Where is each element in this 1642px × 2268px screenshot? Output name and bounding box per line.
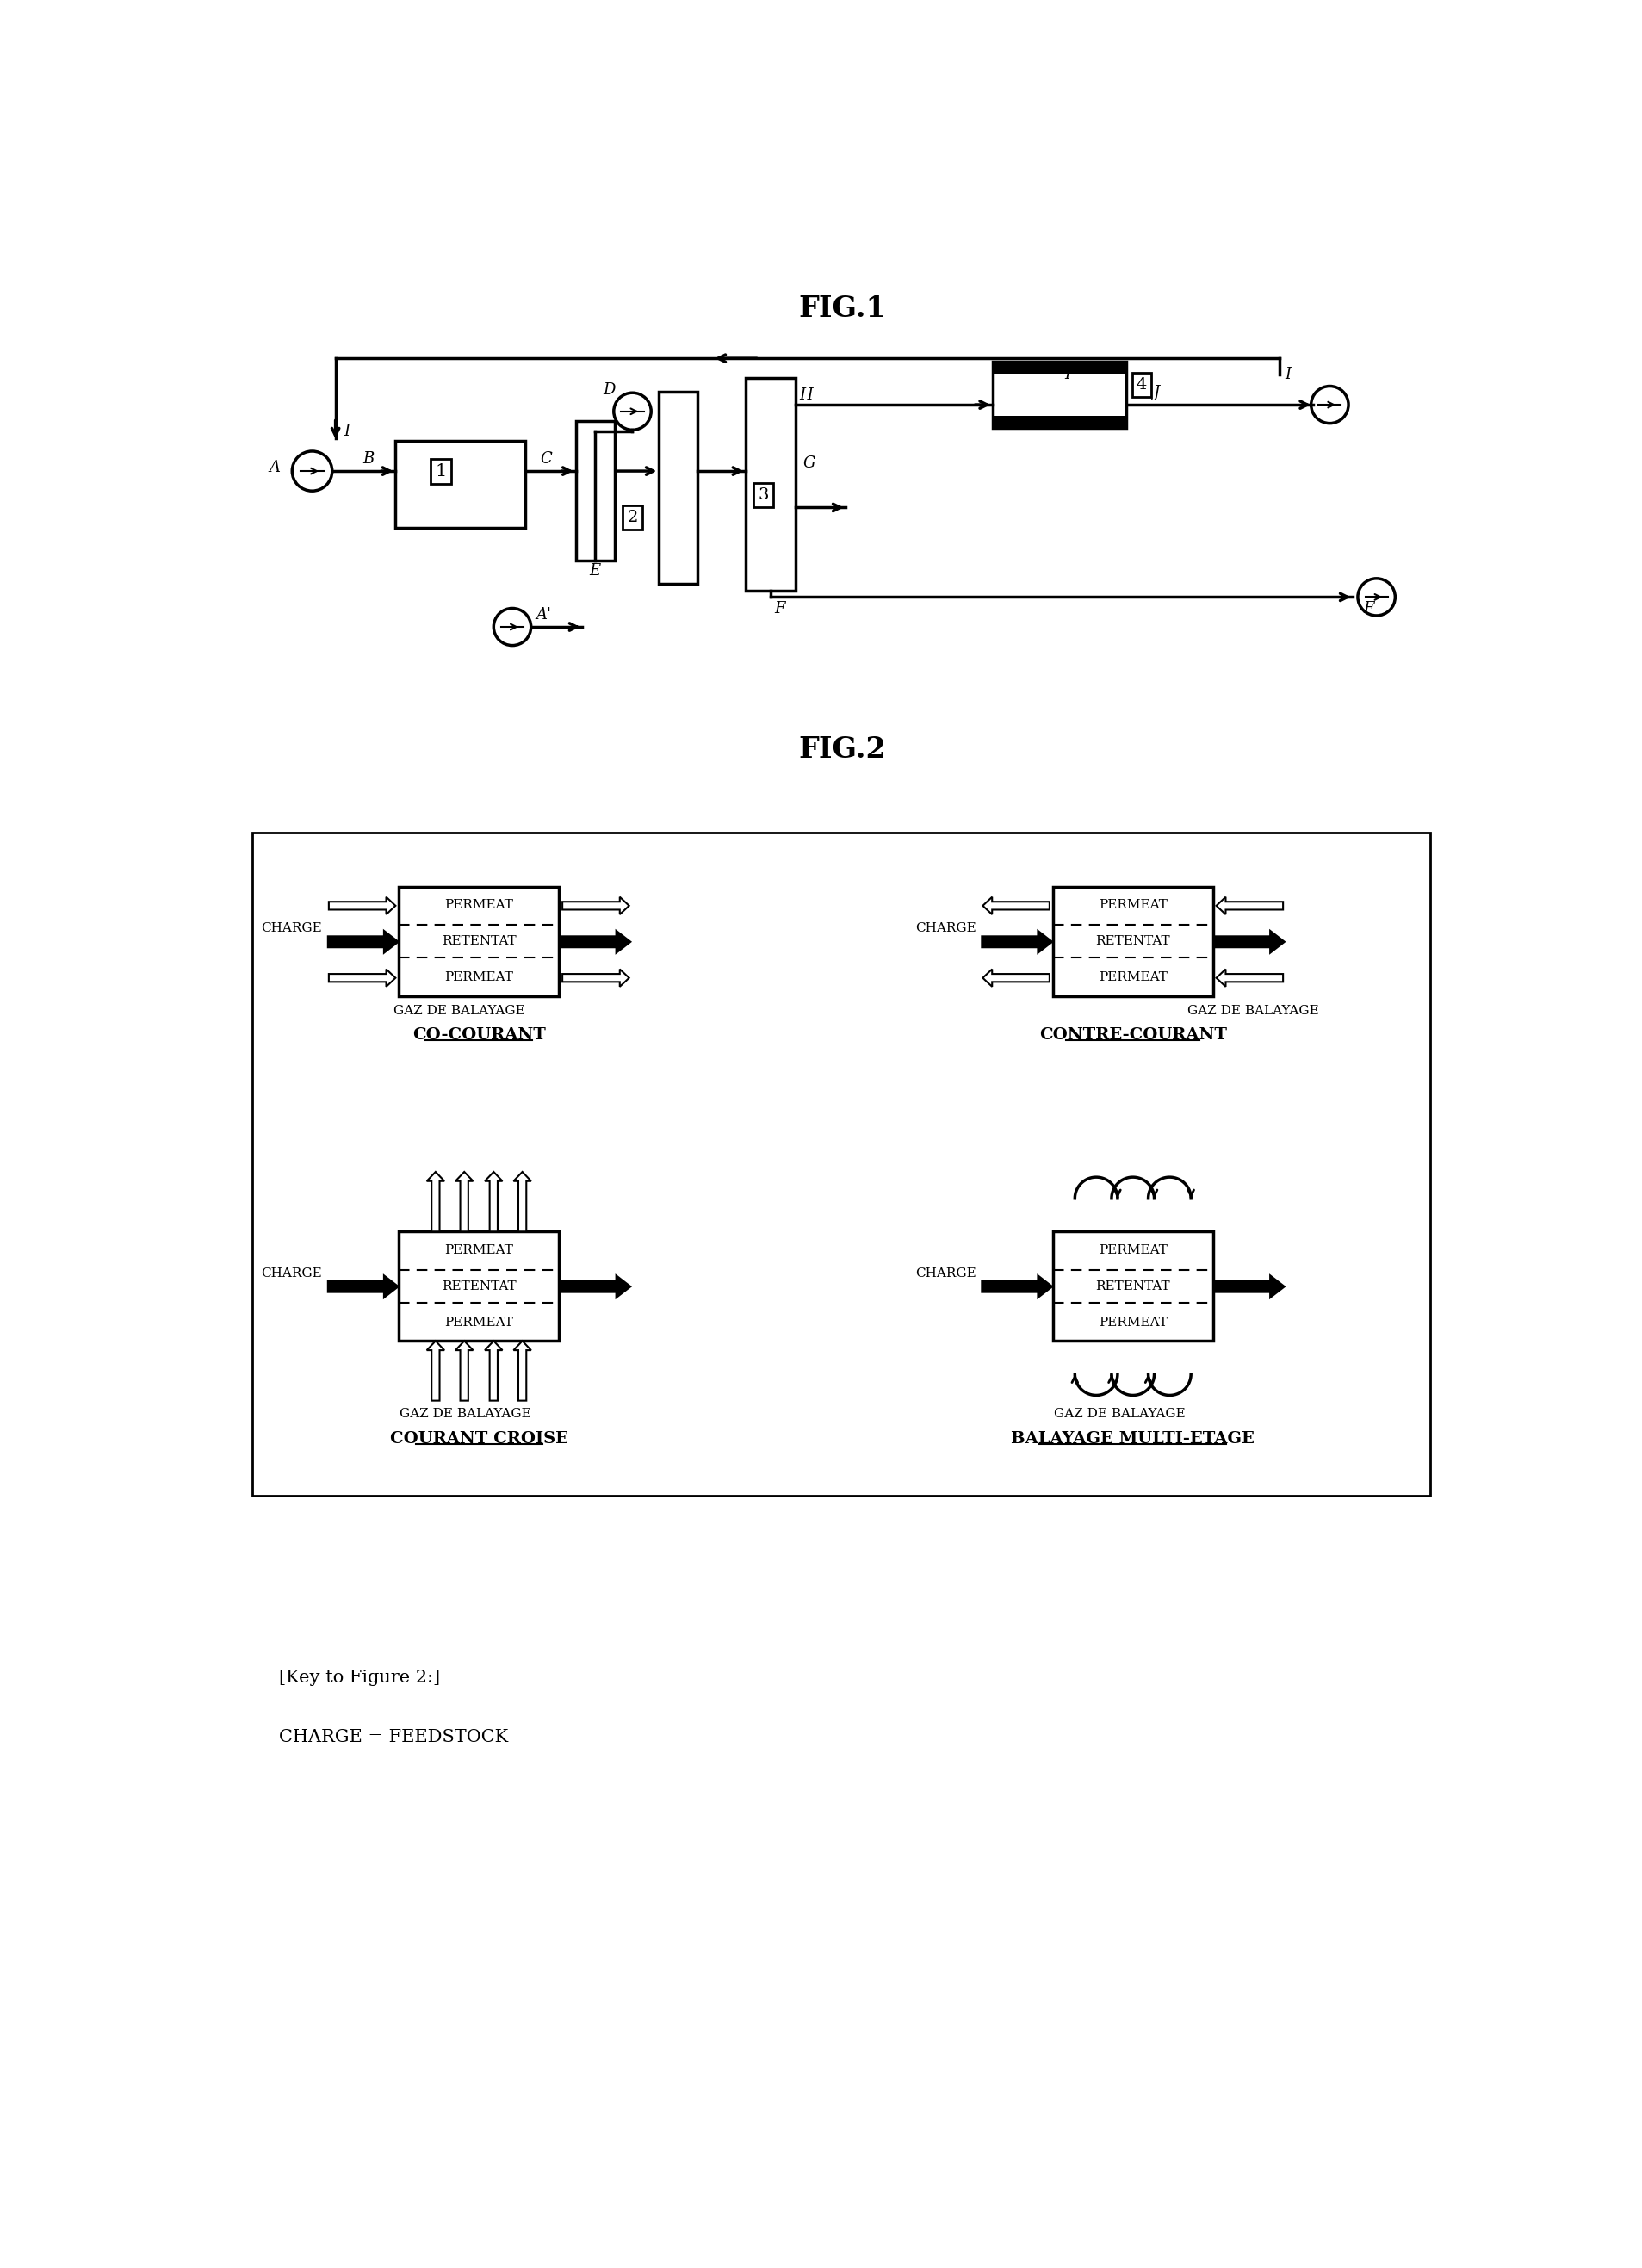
FancyArrow shape: [328, 896, 396, 914]
Text: J: J: [1153, 386, 1159, 401]
Text: CHARGE: CHARGE: [915, 923, 975, 934]
Text: CO-COURANT: CO-COURANT: [412, 1027, 545, 1043]
Text: GAZ DE BALAYAGE: GAZ DE BALAYAGE: [1053, 1408, 1186, 1420]
Text: GAZ DE BALAYAGE: GAZ DE BALAYAGE: [399, 1408, 530, 1420]
Bar: [992, 415, 1126, 429]
Text: [Key to Figure 2:]: [Key to Figure 2:]: [279, 1669, 440, 1685]
Bar: [658, 392, 698, 583]
Text: I: I: [343, 424, 350, 440]
Text: FIG.2: FIG.2: [798, 735, 885, 764]
Text: F: F: [1363, 601, 1373, 617]
FancyArrow shape: [1215, 932, 1282, 950]
FancyArrow shape: [484, 1173, 502, 1232]
FancyArrow shape: [982, 896, 1049, 914]
Text: I: I: [1284, 367, 1291, 383]
Text: 4: 4: [1136, 376, 1146, 392]
Bar: [399, 1232, 558, 1340]
Bar: [992, 361, 1126, 374]
FancyArrow shape: [328, 968, 396, 987]
Bar: [399, 887, 558, 996]
Bar: [745, 379, 795, 590]
Text: PERMEAT: PERMEAT: [1098, 900, 1167, 912]
FancyArrow shape: [1215, 1277, 1282, 1295]
Text: RETENTAT: RETENTAT: [442, 934, 516, 948]
Text: BALAYAGE MULTI-ETAGE: BALAYAGE MULTI-ETAGE: [1010, 1431, 1254, 1447]
Bar: [1053, 1232, 1212, 1340]
Text: COURANT CROISE: COURANT CROISE: [389, 1431, 568, 1447]
Text: 1: 1: [435, 463, 447, 479]
Text: RETENTAT: RETENTAT: [1095, 1279, 1169, 1293]
Text: B: B: [363, 451, 374, 467]
FancyArrow shape: [562, 896, 629, 914]
Text: PERMEAT: PERMEAT: [445, 971, 512, 984]
Text: 3: 3: [757, 488, 768, 503]
Text: G: G: [803, 456, 814, 472]
Text: C: C: [540, 451, 552, 467]
FancyArrow shape: [982, 968, 1049, 987]
Text: E: E: [589, 562, 601, 578]
Text: PERMEAT: PERMEAT: [445, 1245, 512, 1256]
FancyArrow shape: [427, 1340, 443, 1402]
Text: I: I: [1064, 367, 1071, 383]
FancyArrow shape: [982, 932, 1051, 950]
Bar: [1053, 887, 1212, 996]
Text: GAZ DE BALAYAGE: GAZ DE BALAYAGE: [1187, 1005, 1319, 1016]
Bar: [396, 442, 525, 528]
Text: CHARGE = FEEDSTOCK: CHARGE = FEEDSTOCK: [279, 1728, 507, 1746]
FancyArrow shape: [328, 1277, 397, 1295]
FancyArrow shape: [328, 932, 397, 950]
FancyArrow shape: [514, 1173, 530, 1232]
Text: CONTRE-COURANT: CONTRE-COURANT: [1038, 1027, 1227, 1043]
Text: CHARGE: CHARGE: [261, 1268, 322, 1279]
Text: A': A': [535, 608, 550, 624]
FancyArrow shape: [560, 1277, 629, 1295]
FancyArrow shape: [1215, 896, 1282, 914]
Bar: [575, 422, 614, 560]
Text: H: H: [800, 388, 813, 401]
Text: RETENTAT: RETENTAT: [1095, 934, 1169, 948]
FancyArrow shape: [427, 1173, 443, 1232]
FancyArrow shape: [455, 1340, 473, 1402]
Text: PERMEAT: PERMEAT: [445, 1315, 512, 1329]
Text: CHARGE: CHARGE: [915, 1268, 975, 1279]
FancyArrow shape: [982, 1277, 1051, 1295]
Text: PERMEAT: PERMEAT: [1098, 1245, 1167, 1256]
Text: PERMEAT: PERMEAT: [445, 900, 512, 912]
Text: F: F: [773, 601, 785, 617]
Text: D: D: [603, 383, 616, 397]
Text: PERMEAT: PERMEAT: [1098, 971, 1167, 984]
Text: GAZ DE BALAYAGE: GAZ DE BALAYAGE: [392, 1005, 524, 1016]
FancyArrow shape: [514, 1340, 530, 1402]
Text: PERMEAT: PERMEAT: [1098, 1315, 1167, 1329]
FancyArrow shape: [560, 932, 629, 950]
Text: A: A: [269, 460, 279, 476]
FancyArrow shape: [455, 1173, 473, 1232]
FancyArrow shape: [484, 1340, 502, 1402]
Bar: [251, 832, 1429, 1495]
Text: FIG.1: FIG.1: [798, 295, 885, 322]
Text: RETENTAT: RETENTAT: [442, 1279, 516, 1293]
FancyArrow shape: [1215, 968, 1282, 987]
Bar: [992, 361, 1126, 429]
Text: 2: 2: [627, 510, 637, 526]
Text: CHARGE: CHARGE: [261, 923, 322, 934]
FancyArrow shape: [562, 968, 629, 987]
